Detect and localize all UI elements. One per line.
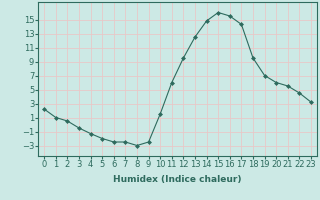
X-axis label: Humidex (Indice chaleur): Humidex (Indice chaleur): [113, 175, 242, 184]
